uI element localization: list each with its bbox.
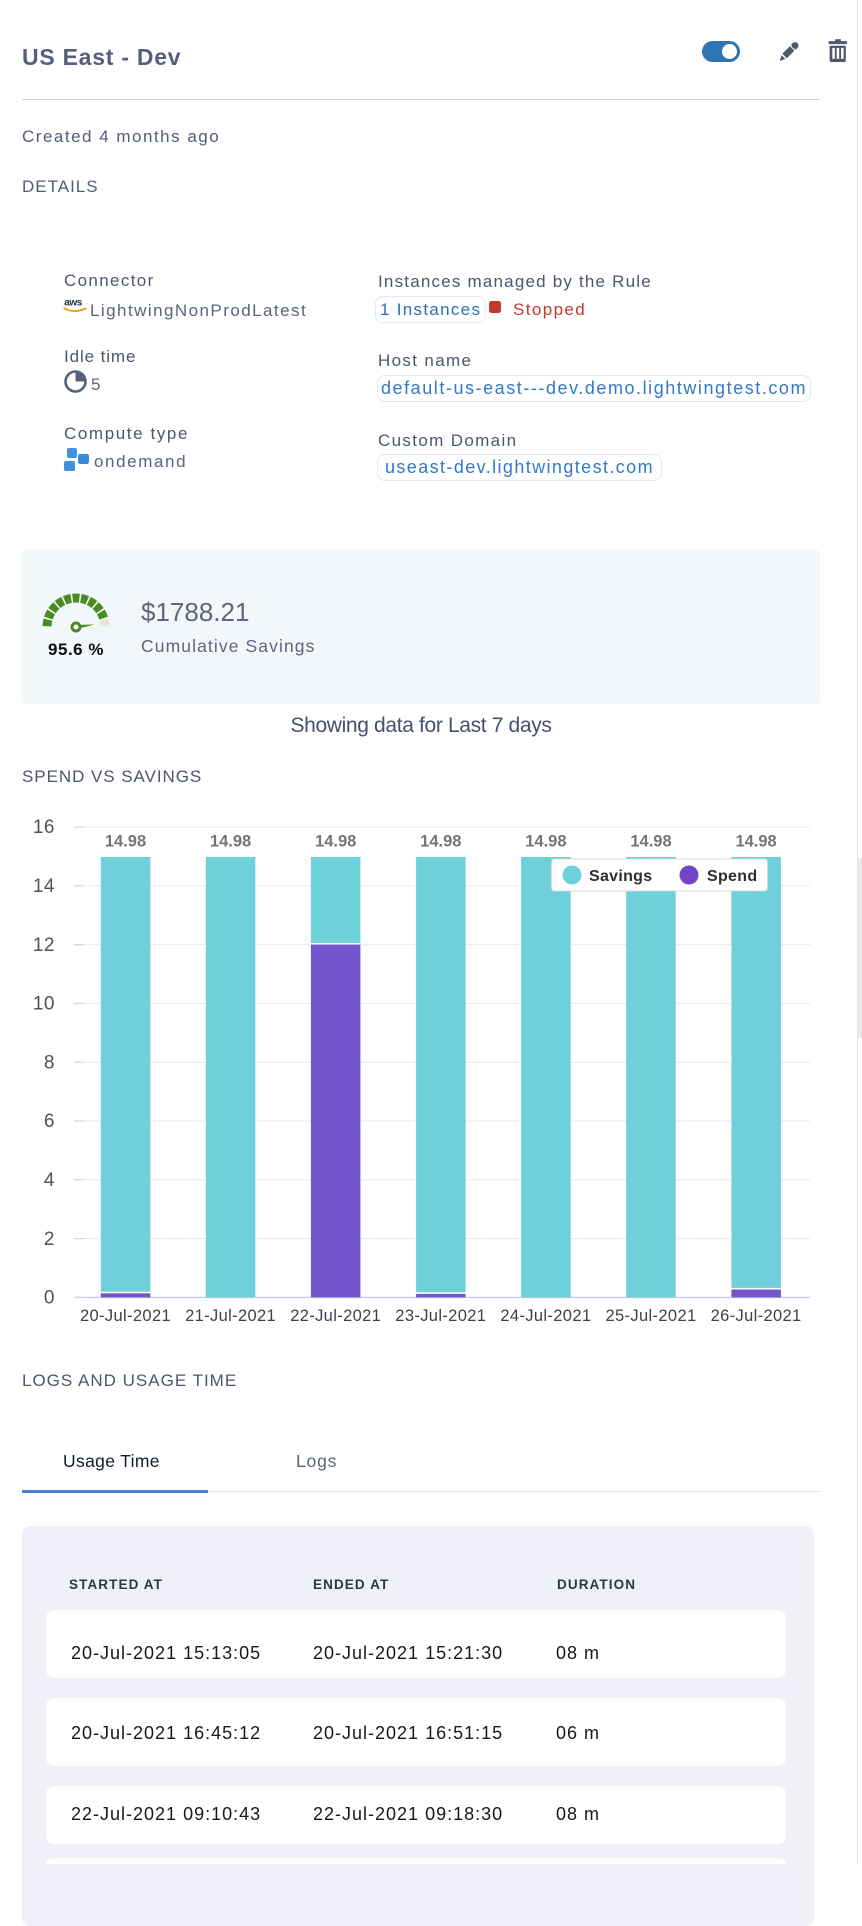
svg-text:10: 10 xyxy=(33,994,55,1015)
svg-text:2: 2 xyxy=(44,1229,55,1250)
svg-text:14.98: 14.98 xyxy=(420,833,461,851)
svg-text:14.98: 14.98 xyxy=(315,833,356,851)
svg-text:24-Jul-2021: 24-Jul-2021 xyxy=(500,1307,591,1325)
svg-text:aws: aws xyxy=(64,298,83,309)
svg-text:22-Jul-2021: 22-Jul-2021 xyxy=(290,1307,381,1325)
svg-text:0: 0 xyxy=(44,1288,55,1309)
svg-text:4: 4 xyxy=(44,1170,55,1191)
svg-text:23-Jul-2021: 23-Jul-2021 xyxy=(395,1307,486,1325)
svg-text:14.98: 14.98 xyxy=(525,833,566,851)
svg-text:14.98: 14.98 xyxy=(735,833,776,851)
svg-text:26-Jul-2021: 26-Jul-2021 xyxy=(711,1307,802,1325)
svg-text:20-Jul-2021: 20-Jul-2021 xyxy=(80,1307,171,1325)
svg-text:14: 14 xyxy=(33,876,55,897)
svg-text:14.98: 14.98 xyxy=(210,833,251,851)
svg-text:16: 16 xyxy=(33,817,55,838)
svg-text:14.98: 14.98 xyxy=(630,833,671,851)
svg-text:25-Jul-2021: 25-Jul-2021 xyxy=(606,1307,697,1325)
svg-text:6: 6 xyxy=(44,1111,55,1132)
svg-text:21-Jul-2021: 21-Jul-2021 xyxy=(185,1307,276,1325)
svg-text:Spend: Spend xyxy=(707,868,757,885)
svg-text:14.98: 14.98 xyxy=(105,833,146,851)
svg-text:Savings: Savings xyxy=(589,868,652,885)
svg-text:12: 12 xyxy=(33,935,55,956)
svg-text:8: 8 xyxy=(44,1052,55,1073)
